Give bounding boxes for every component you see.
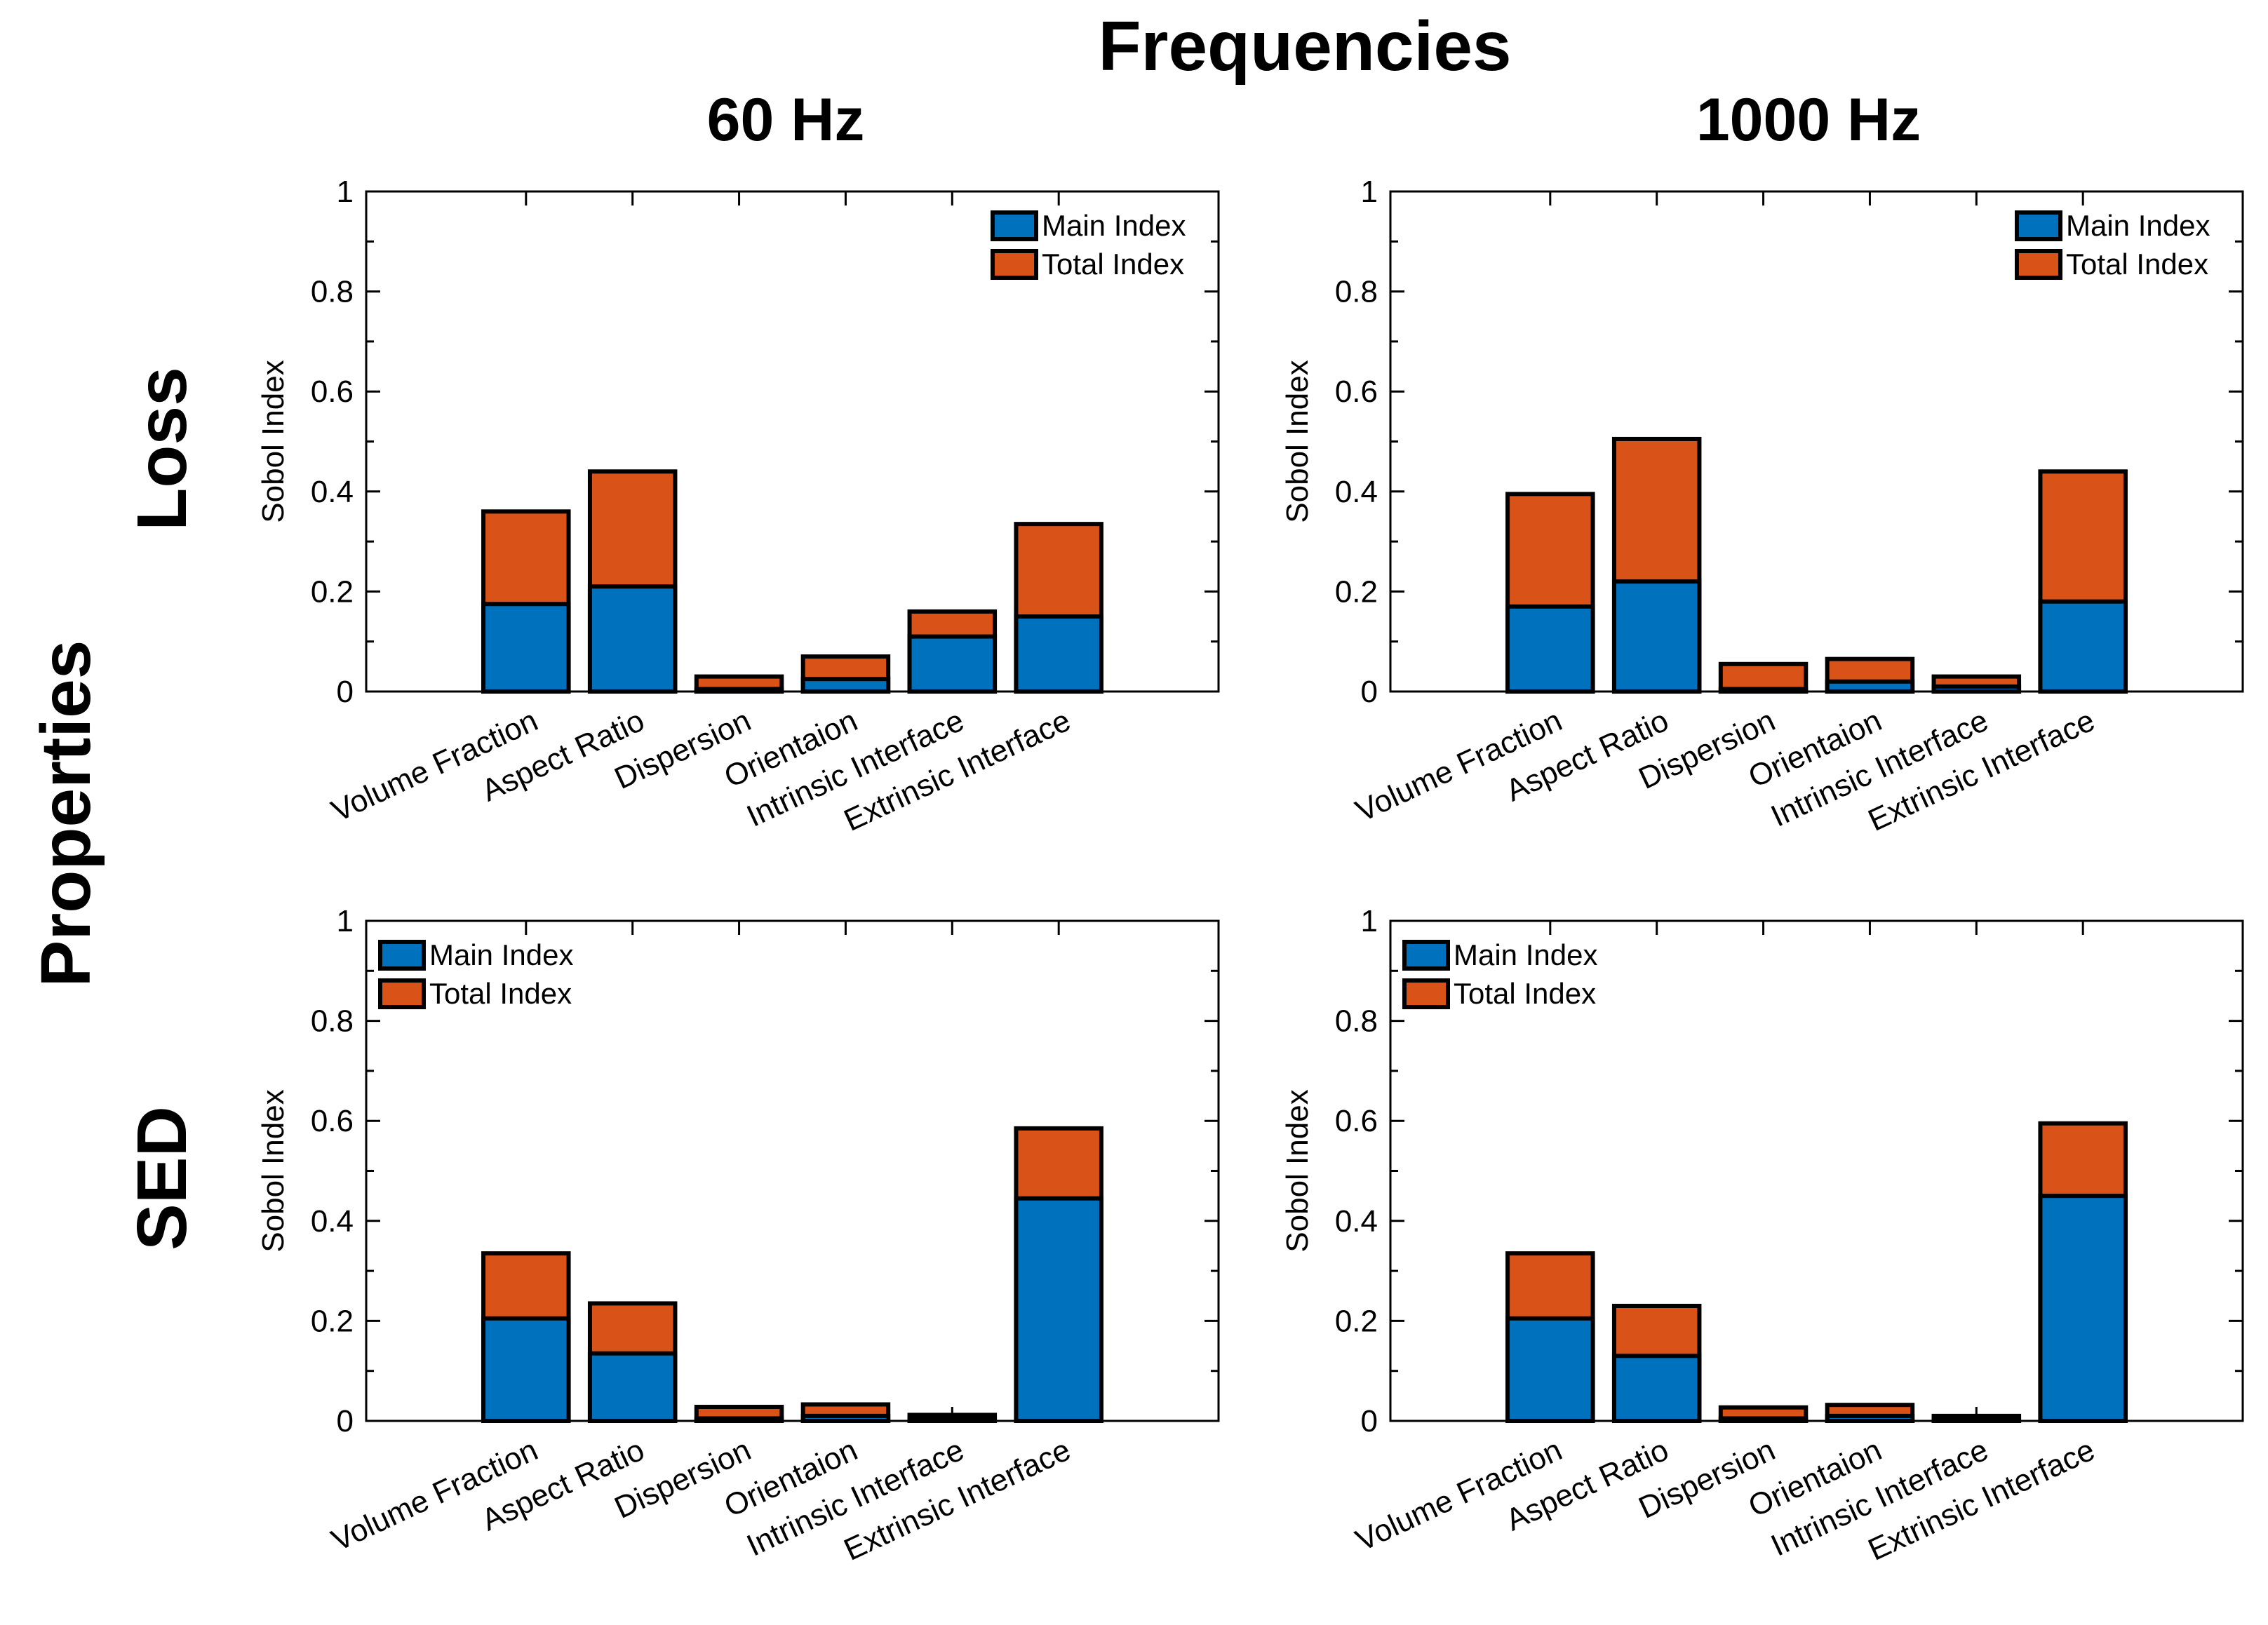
- bar-main-index: [2038, 599, 2128, 694]
- y-tick-label: 0.6: [1335, 1104, 1378, 1138]
- y-tick-label: 1: [337, 175, 354, 209]
- legend-label-main: Main Index: [1454, 938, 1597, 971]
- column-label-60hz: 60 Hz: [707, 86, 865, 154]
- bar-main-index: [481, 1316, 571, 1423]
- y-tick-label: 0: [337, 675, 354, 709]
- bar-main-index: [1718, 1416, 1809, 1424]
- y-tick-label: 0: [1361, 675, 1378, 709]
- y-tick-label: 0.6: [311, 1104, 354, 1138]
- legend-label-total: Total Index: [429, 977, 572, 1010]
- row-label-sed: SED: [123, 1106, 201, 1250]
- legend-label-main: Main Index: [1042, 209, 1186, 242]
- legend-swatch-total: [991, 249, 1038, 280]
- legend-label-total: Total Index: [1454, 977, 1596, 1010]
- legend-swatch-main: [1402, 940, 1450, 971]
- y-tick-label: 0.6: [311, 375, 354, 409]
- row-group-label: Properties: [27, 640, 105, 987]
- legend-swatch-total: [378, 978, 426, 1009]
- bar-main-index: [587, 584, 678, 694]
- legend-swatch-total: [1402, 978, 1450, 1009]
- bar-main-index: [694, 687, 784, 694]
- y-tick-label: 0.8: [311, 1004, 354, 1039]
- bar-main-index: [2038, 1194, 2128, 1424]
- legend-swatch-main: [2015, 210, 2062, 241]
- y-tick-label: 0.8: [1335, 1004, 1378, 1039]
- bar-main-index: [1931, 684, 2022, 694]
- y-tick-label: 0.6: [1335, 375, 1378, 409]
- legend-label-total: Total Index: [1042, 248, 1184, 281]
- y-tick-label: 0.8: [1335, 275, 1378, 309]
- row-label-loss: Loss: [123, 367, 201, 530]
- bar-main-index: [1505, 604, 1595, 694]
- figure-title: Frequencies: [1098, 7, 1511, 86]
- legend-swatch-total: [2015, 249, 2062, 280]
- y-tick-label: 0.4: [311, 475, 354, 509]
- bar-main-index: [800, 677, 891, 694]
- bar-main-index: [694, 1416, 784, 1424]
- bar-main-index: [1825, 1413, 1915, 1423]
- legend-swatch-main: [378, 940, 426, 971]
- y-tick-label: 1: [337, 904, 354, 938]
- bar-main-index: [1505, 1316, 1595, 1423]
- bar-main-index: [1718, 687, 1809, 694]
- y-tick-label: 0.2: [311, 1304, 354, 1338]
- y-tick-label: 0.4: [1335, 1204, 1378, 1239]
- bar-main-index: [800, 1413, 891, 1423]
- bar-main-index: [907, 1416, 998, 1424]
- bar-main-index: [1931, 1416, 2022, 1424]
- y-tick-label: 1: [1361, 904, 1378, 938]
- column-label-1000hz: 1000 Hz: [1696, 86, 1921, 154]
- y-tick-label: 0.2: [311, 574, 354, 609]
- y-tick-label: 0: [1361, 1404, 1378, 1438]
- y-tick-label: 0.2: [1335, 574, 1378, 609]
- bar-main-index: [1825, 679, 1915, 694]
- bar-main-index: [1014, 1196, 1103, 1423]
- legend-label-main: Main Index: [429, 938, 573, 971]
- y-tick-label: 0: [337, 1404, 354, 1438]
- y-tick-label: 0.4: [1335, 475, 1378, 509]
- y-axis-label: Sobol Index: [256, 360, 290, 522]
- bar-main-index: [1611, 579, 1702, 694]
- legend-label-main: Main Index: [2066, 209, 2210, 242]
- y-tick-label: 0.4: [311, 1204, 354, 1239]
- y-tick-label: 0.2: [1335, 1304, 1378, 1338]
- bar-main-index: [587, 1351, 678, 1423]
- legend-swatch-main: [991, 210, 1038, 241]
- y-axis-label: Sobol Index: [256, 1089, 290, 1252]
- bar-main-index: [481, 602, 571, 694]
- y-tick-label: 1: [1361, 175, 1378, 209]
- y-axis-label: Sobol Index: [1280, 360, 1315, 522]
- bar-main-index: [907, 634, 998, 694]
- bar-main-index: [1611, 1354, 1702, 1424]
- y-tick-label: 0.8: [311, 275, 354, 309]
- y-axis-label: Sobol Index: [1280, 1089, 1315, 1252]
- bar-main-index: [1014, 614, 1103, 694]
- legend-label-total: Total Index: [2066, 248, 2208, 281]
